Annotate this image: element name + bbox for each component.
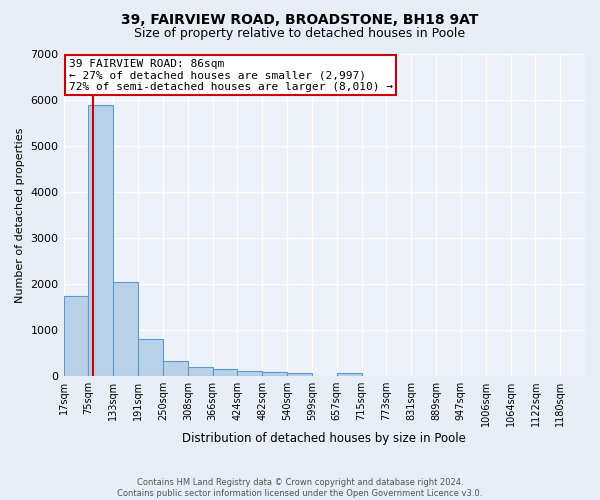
Bar [88, 104, 113, 376]
Text: Size of property relative to detached houses in Poole: Size of property relative to detached ho… [134, 28, 466, 40]
Bar [262, 372, 287, 376]
Bar [188, 367, 212, 376]
Bar [337, 374, 362, 376]
Bar [212, 368, 238, 376]
Text: 39, FAIRVIEW ROAD, BROADSTONE, BH18 9AT: 39, FAIRVIEW ROAD, BROADSTONE, BH18 9AT [121, 12, 479, 26]
Bar [138, 340, 163, 376]
Bar [163, 361, 188, 376]
Text: Contains HM Land Registry data © Crown copyright and database right 2024.
Contai: Contains HM Land Registry data © Crown c… [118, 478, 482, 498]
Bar [287, 373, 311, 376]
Bar [238, 370, 262, 376]
X-axis label: Distribution of detached houses by size in Poole: Distribution of detached houses by size … [182, 432, 466, 445]
Bar [64, 296, 88, 376]
Y-axis label: Number of detached properties: Number of detached properties [15, 128, 25, 302]
Bar [113, 282, 138, 376]
Text: 39 FAIRVIEW ROAD: 86sqm
← 27% of detached houses are smaller (2,997)
72% of semi: 39 FAIRVIEW ROAD: 86sqm ← 27% of detache… [69, 59, 393, 92]
